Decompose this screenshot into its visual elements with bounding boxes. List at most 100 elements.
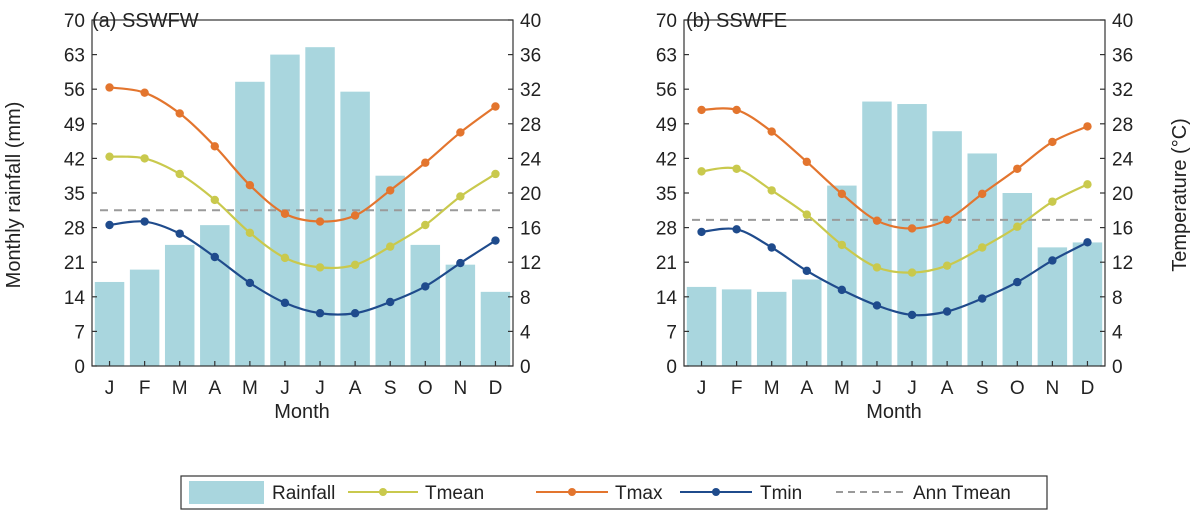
panel-b-title: (b) SSWFE — [686, 10, 787, 32]
panel-a-tmean-point — [421, 220, 430, 230]
panel-a-tmax-point — [280, 209, 290, 218]
panel-a-x-tick-label: J — [280, 378, 290, 399]
panel-a-tmin-point — [456, 258, 465, 268]
panel-a-rainfall-bar — [340, 91, 370, 367]
panel-a-x-tick-label: A — [208, 378, 221, 399]
panel-a-tmean-point — [175, 169, 184, 179]
panel-b-x-tick-label: M — [834, 378, 850, 399]
panel-b-left-tick-label: 0 — [666, 357, 677, 378]
panel-b-tmax-point — [978, 189, 987, 199]
panel-b-x-tick-label: M — [764, 378, 780, 399]
panel-a-x-tick-label: D — [489, 378, 503, 399]
panel-b-left-tick-label: 63 — [656, 46, 677, 67]
panel-a-right-tick-label: 40 — [520, 11, 541, 32]
panel-a-tmax-point — [315, 217, 325, 226]
panel-a-left-tick-label: 49 — [64, 115, 85, 136]
legend-tmean-label: Tmean — [425, 483, 484, 504]
panel-b-tmin-point — [697, 227, 706, 237]
panel-b-tmean-point — [837, 240, 847, 250]
panel-b-tmean-point — [1083, 180, 1092, 189]
panel-b-tmin-point — [732, 225, 741, 234]
panel-b-tmean-point — [872, 263, 882, 272]
panel-a-rainfall-bar — [164, 244, 195, 366]
legend-tmean-marker — [379, 488, 387, 496]
panel-a-left-tick-label: 28 — [64, 219, 85, 240]
panel-b-rainfall-bar — [721, 289, 752, 366]
panel-a-right-tick-label: 16 — [520, 219, 541, 240]
panel-b-tmin-point — [907, 310, 917, 320]
panel-a-left-tick-label: 14 — [64, 288, 86, 309]
panel-sswfe: 0 7 14 21 28 35 42 49 56 63 70 0 4 8 12 16 20 24 28 32 36 40 J… — [656, 11, 1134, 399]
panel-b-rainfall-bar — [1037, 247, 1068, 366]
panel-a-tmax-point — [456, 128, 465, 137]
panel-b-tmax-point — [1013, 164, 1022, 173]
panel-b-tmax-point — [942, 215, 952, 225]
panel-b-x-tick-label: O — [1010, 378, 1025, 399]
panel-b-right-tick-label: 12 — [1112, 253, 1133, 274]
panel-b-right-tick-label: 0 — [1112, 357, 1123, 378]
legend-rainfall-swatch — [189, 481, 264, 504]
panel-b-right-tick-label: 16 — [1112, 219, 1133, 240]
panel-a-tmin-point — [280, 298, 290, 308]
panel-b-tmin-point — [1013, 277, 1022, 287]
panel-a-left-tick-label: 56 — [64, 80, 85, 101]
panel-a-tmin-point — [315, 309, 325, 318]
panel-b-right-tick-label: 40 — [1112, 11, 1133, 32]
panel-b-xlabel: Month — [866, 401, 922, 423]
panel-a-tmax-point — [140, 88, 149, 97]
panel-b-tmax-point — [767, 127, 776, 136]
panel-b-rainfall-bar — [862, 101, 892, 367]
panel-b-left-tick-label: 56 — [656, 80, 677, 101]
panel-b-rainfall-bar — [932, 131, 962, 366]
panel-b-tmax-point — [1083, 122, 1092, 131]
legend: Rainfall Tmean Tmax Tmin Ann Tmean — [180, 475, 1048, 510]
panel-a-tmin-point — [386, 297, 395, 307]
panel-b-x-tick-label: S — [976, 378, 989, 399]
panel-b-right-tick-label: 24 — [1112, 149, 1134, 170]
panel-b-right-tick-label: 36 — [1112, 46, 1133, 67]
panel-b-tmax-point — [732, 105, 741, 115]
panel-a-tmin-point — [210, 252, 219, 262]
panel-a-rainfall-bar — [200, 225, 230, 366]
panel-a-right-tick-label: 24 — [520, 149, 542, 170]
panel-b-left-tick-label: 49 — [656, 115, 677, 136]
panel-a-tmin-point — [245, 278, 255, 288]
panel-a-x-tick-label: M — [242, 378, 258, 399]
panel-b-tmin-point — [942, 307, 952, 316]
panel-b-left-tick-label: 7 — [666, 322, 677, 343]
panel-a-x-tick-label: M — [172, 378, 188, 399]
panel-b-tmin-point — [872, 301, 882, 310]
panel-b-tmin-point — [837, 285, 847, 295]
panel-b-rainfall-bar — [897, 104, 927, 367]
panel-a-tmax-point — [491, 102, 500, 111]
panel-b-tmax-point — [907, 224, 917, 233]
panel-a-tmax-point — [175, 109, 184, 118]
legend-tmin-marker — [712, 488, 720, 496]
panel-b-tmean-point — [1013, 222, 1022, 231]
panel-b-x-tick-label: A — [800, 378, 813, 399]
panel-a-tmean-point — [456, 192, 465, 201]
panel-b-tmax-point — [1048, 137, 1057, 147]
panel-b-tmin-point — [1083, 238, 1092, 247]
panel-a-ylabel: Monthly rainfall (mm) — [3, 102, 25, 289]
panel-a-right-tick-label: 4 — [520, 322, 531, 343]
panel-b-tmean-point — [732, 164, 741, 173]
panel-a-left-tick-label: 0 — [74, 357, 85, 378]
panel-a-x-tick-label: J — [315, 378, 325, 399]
panel-b-tmax-point — [872, 216, 882, 225]
panel-b-left-tick-label: 28 — [656, 219, 677, 240]
panel-b-x-tick-label: J — [872, 378, 882, 399]
panel-a-right-tick-label: 12 — [520, 253, 541, 274]
panel-a-tmin-point — [491, 236, 500, 245]
panel-a-x-tick-label: S — [384, 378, 397, 399]
panel-a-tmean-point — [280, 253, 290, 263]
panel-a-left-tick-label: 42 — [64, 149, 85, 170]
panel-b-rainfall-bar — [1072, 242, 1103, 366]
panel-b-tmax-point — [697, 105, 706, 115]
panel-b-tmean-point — [907, 268, 917, 277]
panel-a-tmax-point — [350, 211, 360, 220]
panel-a-right-tick-label: 0 — [520, 357, 531, 378]
panel-a-tmax-point — [105, 83, 114, 92]
panel-b-rainfall-bar — [756, 291, 787, 366]
